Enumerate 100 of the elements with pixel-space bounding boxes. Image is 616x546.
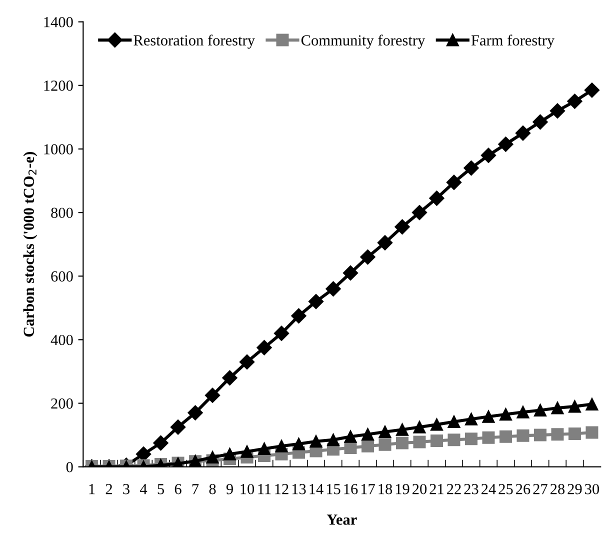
x-tick-label: 27 xyxy=(533,484,548,494)
x-tick-label: 10 xyxy=(240,484,254,494)
point xyxy=(534,428,546,442)
point xyxy=(586,398,598,410)
point xyxy=(534,404,546,417)
y-tick-label: 1200 xyxy=(44,80,73,91)
point xyxy=(516,429,530,442)
x-tick-label: 9 xyxy=(226,484,233,494)
point xyxy=(515,126,531,141)
point xyxy=(430,418,443,431)
point xyxy=(499,430,512,443)
point xyxy=(446,174,462,190)
x-tick-label: 23 xyxy=(464,484,478,494)
x-tick-label: 14 xyxy=(310,484,324,494)
legend-label: Community forestry xyxy=(301,34,426,49)
x-tick-label: 21 xyxy=(430,484,444,494)
point xyxy=(413,436,426,448)
x-tick-label: 15 xyxy=(326,484,340,494)
point xyxy=(412,204,428,220)
point xyxy=(480,148,496,163)
x-tick-label: 18 xyxy=(378,484,392,494)
point xyxy=(429,190,444,206)
point xyxy=(362,428,374,441)
point xyxy=(342,265,358,281)
legend-label: Restoration forestry xyxy=(134,34,255,49)
y-tick-label: 200 xyxy=(51,398,73,409)
point xyxy=(482,431,495,444)
x-tick-label: 30 xyxy=(585,484,600,494)
x-tick-label: 17 xyxy=(361,484,375,494)
point xyxy=(464,160,479,176)
y-tick-label: 1000 xyxy=(44,144,73,154)
point xyxy=(224,448,236,460)
x-tick-label: 29 xyxy=(568,484,582,494)
point xyxy=(292,438,306,450)
point xyxy=(206,451,219,464)
point xyxy=(275,440,288,452)
x-tick-label: 11 xyxy=(258,484,271,494)
point xyxy=(222,370,238,386)
point xyxy=(310,435,322,448)
point xyxy=(551,402,564,414)
point xyxy=(568,400,581,413)
point xyxy=(430,434,443,448)
x-tick-label: 20 xyxy=(412,484,427,494)
point xyxy=(551,428,564,441)
point xyxy=(240,445,254,458)
x-tick-label: 6 xyxy=(174,484,182,494)
point xyxy=(188,405,203,420)
point xyxy=(584,82,600,98)
point xyxy=(377,235,393,250)
x-tick-label: 5 xyxy=(158,484,164,494)
x-tick-label: 3 xyxy=(123,484,130,494)
x-tick-label: 19 xyxy=(396,484,410,494)
point xyxy=(308,294,324,310)
point xyxy=(326,281,341,296)
x-tick-label: 28 xyxy=(550,484,565,494)
y-tick-label: 800 xyxy=(51,208,73,218)
x-tick-label: 26 xyxy=(516,484,530,494)
point xyxy=(327,434,340,446)
y-tick-label: 400 xyxy=(50,334,73,346)
point xyxy=(378,426,392,438)
point xyxy=(532,114,548,130)
point xyxy=(344,430,357,443)
point xyxy=(498,136,514,152)
point xyxy=(568,428,581,440)
legend-label: Farm forestry xyxy=(471,34,555,49)
point xyxy=(204,388,220,403)
point xyxy=(586,426,598,439)
point xyxy=(464,412,478,426)
point xyxy=(567,94,582,109)
point xyxy=(258,442,271,455)
point xyxy=(396,423,408,436)
point xyxy=(499,408,512,421)
point xyxy=(274,326,290,341)
point xyxy=(291,308,306,324)
point xyxy=(516,406,530,418)
point xyxy=(448,415,460,428)
point xyxy=(153,435,168,451)
y-tick-label: 1400 xyxy=(44,16,73,28)
point xyxy=(413,420,426,434)
x-tick-label: 7 xyxy=(192,484,199,494)
point xyxy=(394,219,410,234)
point xyxy=(550,103,566,118)
point xyxy=(448,434,460,446)
y-tick-label: 0 xyxy=(66,462,73,472)
x-tick-label: 1 xyxy=(89,484,95,494)
y-tick-label: 600 xyxy=(51,271,73,282)
point xyxy=(482,410,495,423)
point xyxy=(362,440,374,452)
x-tick-label: 4 xyxy=(140,484,148,494)
point xyxy=(256,340,272,356)
x-tick-label: 16 xyxy=(344,484,358,494)
point xyxy=(360,249,376,265)
point xyxy=(170,420,186,435)
x-tick-label: 8 xyxy=(209,484,216,494)
x-tick-label: 12 xyxy=(275,484,288,494)
point xyxy=(464,432,478,446)
y-axis-title: Carbon stocks ('000 tCO$_{2}$-e) xyxy=(23,152,38,337)
x-tick-label: 22 xyxy=(447,484,461,494)
x-tick-label: 24 xyxy=(482,484,496,494)
x-tick-label: 13 xyxy=(292,484,306,494)
